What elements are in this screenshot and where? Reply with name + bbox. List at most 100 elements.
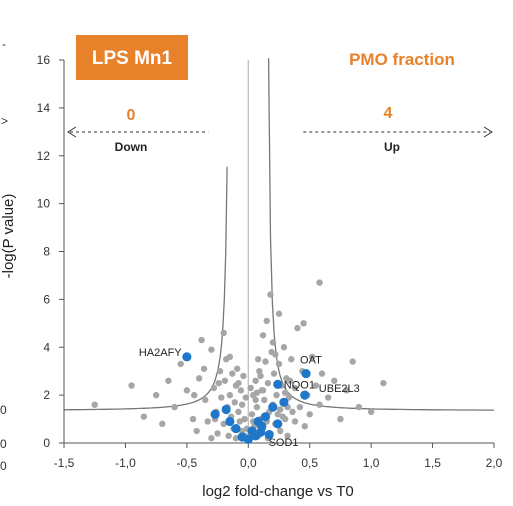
background-point	[275, 360, 283, 368]
y-tick-label: 12	[37, 149, 51, 163]
y-tick-label: 2	[43, 388, 50, 402]
background-point	[242, 394, 250, 401]
background-point	[291, 418, 299, 425]
x-tick-label: 2,0	[486, 456, 503, 470]
axes: -1,5 -1,0 -0,5 0,0 0,5 1,0 1,5 2,0 0 2 4 6 8 10 12 14 16	[37, 53, 503, 470]
background-point	[296, 403, 304, 411]
threshold-curves	[64, 58, 494, 411]
highlighted-point	[300, 390, 310, 400]
x-axis-label: log2 fold-change vs T0	[202, 483, 354, 500]
background-point	[262, 358, 269, 365]
data-points	[91, 279, 387, 445]
background-point	[291, 384, 299, 392]
background-point	[312, 382, 320, 389]
background-point	[235, 408, 242, 416]
y-tick-label: 14	[37, 101, 51, 115]
highlighted-point	[268, 402, 278, 412]
background-point	[253, 389, 261, 396]
background-point	[331, 377, 338, 384]
background-point	[210, 384, 218, 392]
background-point	[284, 432, 291, 440]
y-tick-label: 6	[43, 292, 50, 306]
gene-label: UBE2L3	[319, 383, 360, 395]
y-tick-label: 10	[37, 197, 51, 211]
background-point	[218, 394, 225, 401]
background-point	[343, 387, 350, 394]
y-tick-label: 16	[37, 53, 51, 67]
highlighted-point	[243, 434, 253, 445]
background-point	[263, 317, 270, 325]
background-point	[237, 387, 245, 394]
up-label: Up	[384, 140, 400, 154]
gene-label: HA2AFY	[139, 347, 182, 359]
background-point	[261, 396, 268, 404]
highlighted-point	[225, 416, 235, 427]
y-axis-label: -log(P value)	[0, 194, 17, 279]
title-box: LPS Mn1	[76, 35, 188, 80]
background-point	[306, 411, 313, 418]
background-point	[216, 367, 224, 375]
left-edge-fragments: - > 0 0 0	[0, 37, 8, 473]
background-point	[294, 324, 301, 332]
background-point	[380, 379, 387, 387]
background-point	[159, 420, 166, 428]
x-tick-label: 0,0	[240, 456, 257, 470]
highlighted-point	[231, 424, 241, 434]
highlighted-point	[301, 368, 311, 379]
left-edge-fragment: -	[2, 37, 6, 51]
highlighted-point	[264, 430, 274, 440]
background-point	[281, 389, 289, 396]
y-tick-label: 4	[43, 340, 50, 354]
x-tick-label: 1,0	[363, 456, 380, 470]
background-point	[286, 377, 294, 384]
background-point	[226, 391, 234, 399]
title-box-bg	[76, 35, 188, 80]
background-point	[91, 401, 98, 408]
background-point	[248, 411, 256, 418]
up-count: 4	[384, 105, 393, 122]
background-point	[191, 391, 198, 399]
x-tick-label: -1,0	[115, 456, 136, 470]
background-point	[193, 427, 200, 435]
background-point	[171, 403, 178, 411]
background-point	[289, 408, 296, 416]
background-point	[324, 394, 332, 401]
background-point	[214, 430, 221, 437]
background-point	[198, 336, 205, 344]
highlighted-point	[182, 352, 192, 362]
left-edge-fragment: 0	[0, 403, 7, 417]
background-point	[280, 344, 288, 351]
background-point	[252, 396, 259, 404]
background-point	[318, 370, 326, 377]
highlighted-point	[279, 397, 289, 407]
background-point	[277, 427, 284, 435]
background-point	[300, 320, 307, 327]
background-point	[234, 365, 241, 372]
background-point	[177, 360, 184, 368]
y-tick-label: 8	[43, 245, 50, 259]
background-point	[208, 346, 215, 353]
left-edge-fragment: 0	[0, 437, 7, 451]
background-point	[208, 435, 215, 442]
background-point	[165, 377, 172, 384]
up-annotation: 4 Up	[384, 105, 400, 154]
background-point	[279, 413, 286, 420]
background-point	[183, 387, 191, 394]
background-point	[238, 427, 246, 435]
highlighted-point	[251, 431, 261, 441]
threshold-curve-right	[267, 58, 494, 411]
y-tick-label: 0	[43, 436, 50, 450]
background-point	[270, 370, 278, 377]
background-point	[267, 291, 274, 298]
background-point	[240, 372, 247, 380]
background-point	[202, 396, 209, 404]
background-point	[308, 353, 316, 361]
background-point	[252, 377, 259, 384]
gene-label: NQO1	[284, 379, 315, 391]
highlighted-point	[260, 412, 271, 422]
x-tick-label: -0,5	[177, 456, 198, 470]
left-edge-fragment: 0	[0, 459, 7, 473]
x-tick-label: 0,5	[301, 456, 318, 470]
x-tick-label: -1,5	[54, 456, 75, 470]
